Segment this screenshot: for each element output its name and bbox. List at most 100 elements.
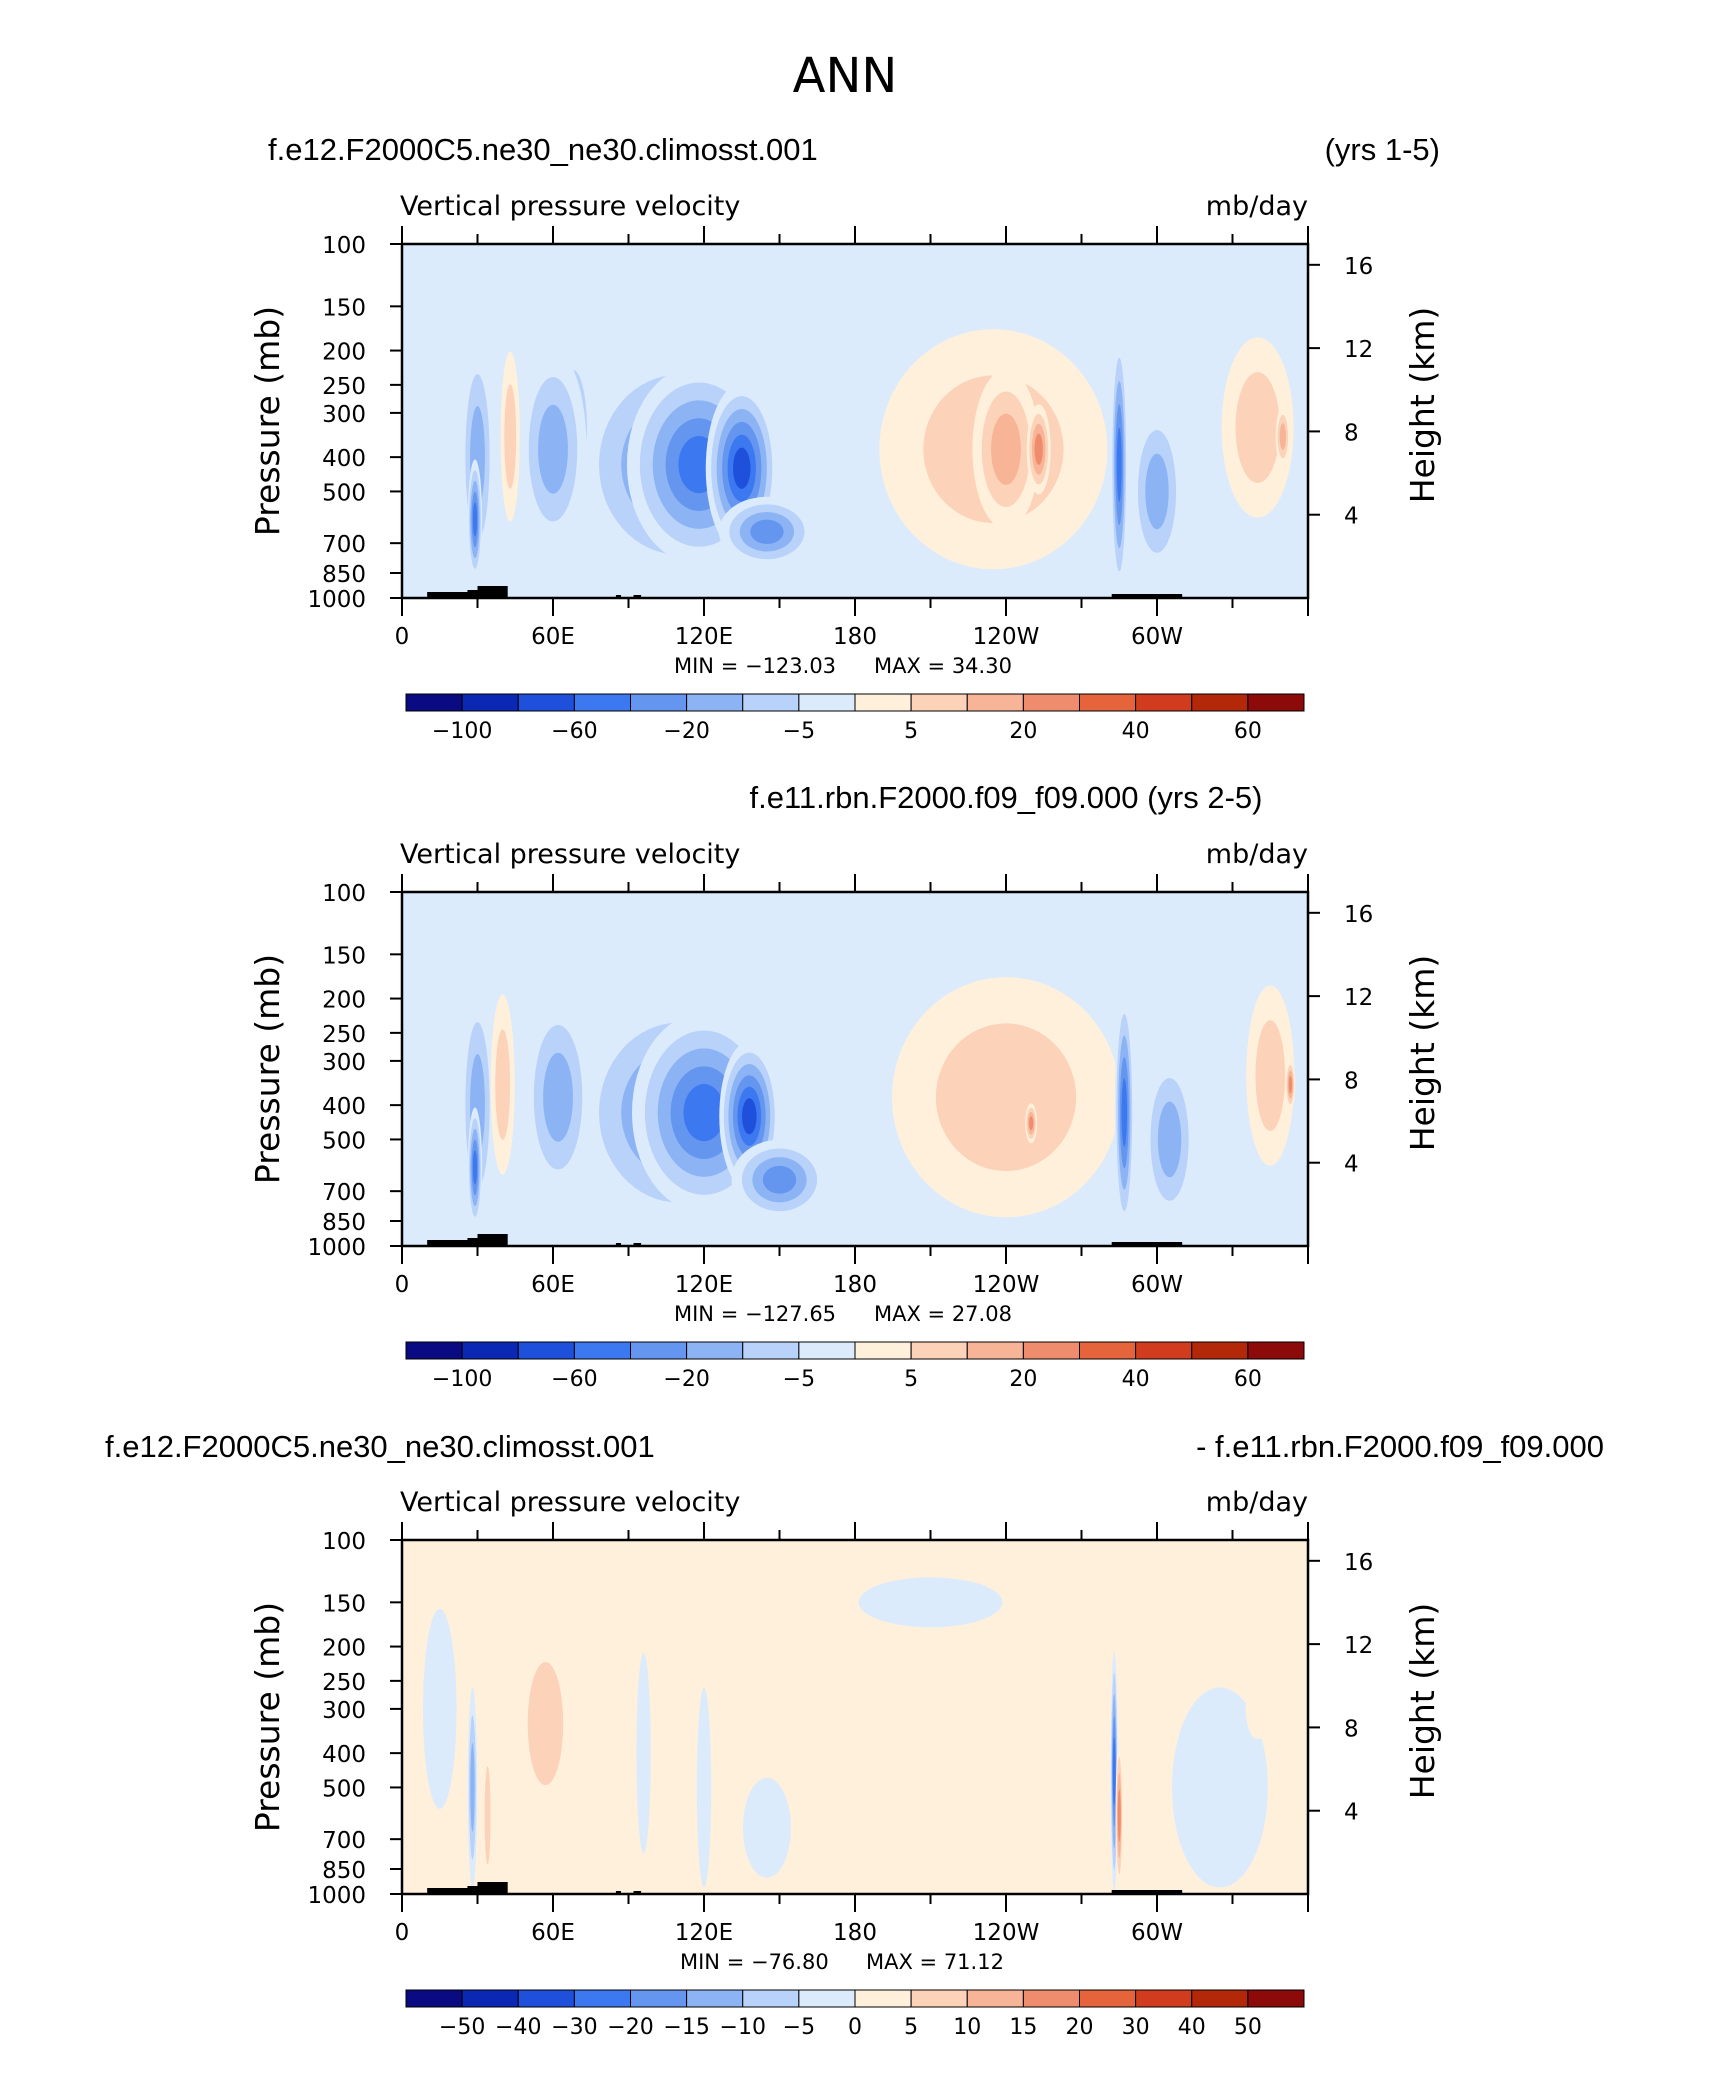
panel-2-y2label: Height (km)	[1403, 955, 1442, 1152]
panel-1-colorbar-box-13	[1135, 693, 1193, 712]
panel-1-lontick-label-0: 0	[395, 624, 410, 650]
panel-1-colorbar-box-1	[461, 693, 519, 712]
panel-2-htick-label-2: 8	[1344, 1068, 1359, 1094]
panel-2-colorbar-label-3: −5	[783, 1367, 815, 1392]
panel-3-ptick-label-8: 850	[322, 1858, 366, 1884]
panel-1-topography-4	[633, 595, 642, 598]
panel-3-colorbar-box-11	[1022, 1989, 1080, 2008]
panel-3-colorbar-label-7: 0	[848, 2015, 862, 2040]
panel-2-field	[427, 977, 1296, 1246]
panel-1-colorbar-box-4	[630, 693, 688, 712]
panel-2-htick-label-0: 16	[1344, 902, 1373, 928]
panel-3-topography-4	[633, 1891, 642, 1894]
panel-1-field	[427, 329, 1294, 598]
panel-2-lontick-label-0: 0	[395, 1272, 410, 1298]
panel-2-colorbar-label-1: −60	[551, 1367, 597, 1392]
panel-3-colorbar-box-1	[461, 1989, 519, 2008]
panel-2-colorbar-label-6: 40	[1122, 1367, 1150, 1392]
panel-3-colorbar-label-1: −40	[495, 2015, 541, 2040]
panel-2-ptick-label-2: 200	[322, 988, 366, 1014]
panel-3-y2label: Height (km)	[1403, 1603, 1442, 1800]
panel-3-colorbar-label-2: −30	[551, 2015, 597, 2040]
panel-1-title-right: (yrs 1-5)	[1325, 132, 1440, 167]
panel-2-ptick-label-9: 1000	[307, 1235, 366, 1261]
panel-3-colorbar-box-10	[966, 1989, 1024, 2008]
panel-3: f.e12.F2000C5.ne30_ne30.climosst.001 - f…	[105, 1429, 1604, 2040]
panel-1-lontick-label-5: 60W	[1131, 624, 1183, 650]
panel-3-colorbar-box-15	[1247, 1989, 1305, 2008]
panel-3-ptick-label-2: 200	[322, 1636, 366, 1662]
panel-1-ptick-label-7: 700	[322, 532, 366, 558]
panel-3-contour-8-1	[742, 1777, 791, 1878]
panel-2-colorbar-label-7: 60	[1234, 1367, 1262, 1392]
panel-2-colorbar-box-11	[1022, 1341, 1080, 1360]
panel-3-topography-2	[477, 1882, 508, 1894]
panel-1-colorbar-box-9	[910, 693, 968, 712]
panel-3-colorbar-box-3	[573, 1989, 631, 2008]
panel-3-colorbar-box-12	[1079, 1989, 1137, 2008]
panel-3-ptick-label-3: 250	[322, 1670, 366, 1696]
panel-3-colorbar-label-0: −50	[439, 2015, 485, 2040]
panel-3-lontick-label-0: 0	[395, 1920, 410, 1946]
panel-2-htick-label-3: 4	[1344, 1152, 1359, 1178]
panel-3-contour-1-3	[470, 1742, 475, 1832]
panel-1-contour-10-3	[991, 413, 1021, 485]
panel-2-contour-12-3	[1157, 1101, 1182, 1178]
panel-3-contour-4-1	[636, 1653, 651, 1854]
panel-3-topography-0	[427, 1888, 483, 1894]
page-title: ANN	[793, 48, 898, 104]
panel-2-ptick-label-7: 700	[322, 1180, 366, 1206]
panel-1-colorbar-box-7	[798, 693, 856, 712]
panel-3-colorbar-label-4: −15	[663, 2015, 709, 2040]
panel-1-ylabel: Pressure (mb)	[248, 306, 287, 536]
panel-3-htick-label-0: 16	[1344, 1550, 1373, 1576]
panel-3-variable-label: Vertical pressure velocity	[400, 1487, 740, 1518]
panel-1-colorbar-box-14	[1191, 693, 1249, 712]
panel-3-ptick-label-1: 150	[322, 1591, 366, 1617]
panel-1-ptick-label-9: 1000	[307, 587, 366, 613]
panel-1-contour-11-4	[1034, 433, 1043, 465]
panel-2-contour-10-4	[1029, 1116, 1034, 1131]
panel-2-max-text: MAX = 27.08	[874, 1302, 1012, 1326]
panel-3-contour-6-1	[719, 1633, 739, 1784]
panel-2-contour-2-2	[495, 1029, 511, 1140]
panel-1-colorbar-label-3: −5	[783, 719, 815, 744]
panel-1-lontick-label-1: 60E	[531, 624, 575, 650]
panel-2-min-text: MIN = −127.65	[674, 1302, 836, 1326]
panel-3-max-text: MAX = 71.12	[866, 1950, 1004, 1974]
panel-3-htick-label-3: 4	[1344, 1800, 1359, 1826]
panel-3-colorbar-box-6	[742, 1989, 800, 2008]
panel-3-contour-0-2	[527, 1662, 564, 1786]
panel-3-colorbar-label-13: 40	[1178, 2015, 1206, 2040]
panel-1-colorbar-box-0	[405, 693, 463, 712]
panel-3-contour-9-1	[858, 1577, 1003, 1628]
panel-3-lontick-label-3: 180	[833, 1920, 877, 1946]
panel-1-colorbar-box-12	[1079, 693, 1137, 712]
panel-2-contour-14-4	[1288, 1075, 1293, 1094]
panel-3-htick-label-2: 8	[1344, 1716, 1359, 1742]
panel-2-contour-1-5	[472, 1150, 478, 1185]
panel-1-colorbar-label-0: −100	[432, 719, 492, 744]
panel-1-colorbar-label-6: 40	[1122, 719, 1150, 744]
panel-2-topography-0	[427, 1240, 483, 1246]
panel-2-lontick-label-3: 180	[833, 1272, 877, 1298]
panel-3-contour-2-2	[484, 1766, 491, 1865]
panel-3-ptick-label-9: 1000	[307, 1883, 366, 1909]
panel-1-colorbar-box-8	[854, 693, 912, 712]
panel-1-min-text: MIN = −123.03	[674, 654, 836, 678]
panel-1-topography-5	[1111, 594, 1183, 598]
panel-2-topography-4	[633, 1243, 642, 1246]
panel-1-colorbar-box-11	[1022, 693, 1080, 712]
panel-2-colorbar-label-5: 20	[1009, 1367, 1037, 1392]
panel-3-colorbar-box-4	[630, 1989, 688, 2008]
panel-2-contour-11-5	[1121, 1078, 1128, 1147]
panel-3-contour-11-5	[1112, 1736, 1116, 1806]
panel-3-ptick-label-0: 100	[322, 1529, 366, 1555]
panel-2-contour-4-5	[683, 1084, 725, 1142]
panel-1-htick-label-3: 4	[1344, 504, 1359, 530]
panel-1-htick-label-0: 16	[1344, 254, 1373, 280]
panel-2-contour-13-2	[1255, 1020, 1286, 1131]
panel-1-contour-13-3	[1145, 453, 1169, 530]
panel-2-ptick-label-6: 500	[322, 1128, 366, 1154]
